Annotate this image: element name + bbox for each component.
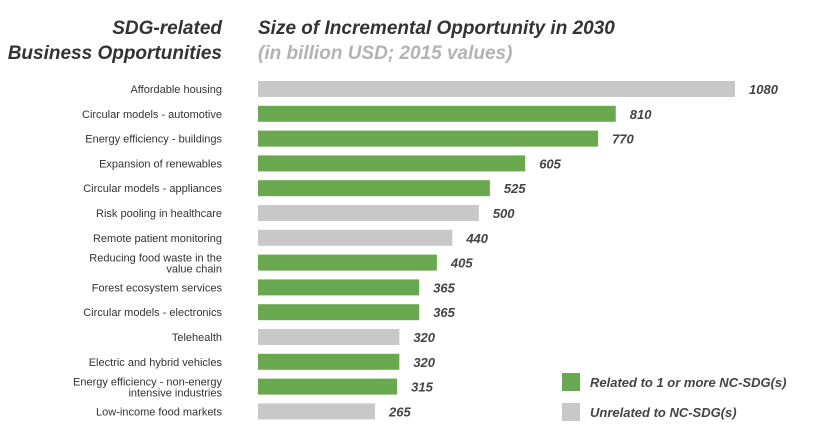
category-label-expansion-of-renewables: Expansion of renewables: [99, 158, 222, 170]
category-label-forest-ecosystem-services: Forest ecosystem services: [92, 282, 223, 294]
value-label-electric-and-hybrid-vehicles: 320: [413, 355, 435, 370]
legend-swatch-unrelated: [562, 403, 580, 421]
value-label-low-income-food-markets: 265: [388, 404, 411, 419]
category-label-circular-models-appliances: Circular models - appliances: [83, 183, 222, 195]
chart-subtitle: (in billion USD; 2015 values): [258, 43, 513, 64]
value-label-energy-efficiency-buildings: 770: [612, 132, 634, 147]
legend-swatch-related: [562, 373, 580, 391]
category-label-circular-models-automotive: Circular models - automotive: [82, 109, 222, 121]
value-label-risk-pooling-in-healthcare: 500: [493, 206, 515, 221]
left-panel-title: SDG-related Business Opportunities: [8, 16, 222, 66]
bar-low-income-food-markets: [258, 403, 376, 420]
category-label-affordable-housing: Affordable housing: [130, 84, 222, 96]
bar-energy-efficiency-buildings: [258, 130, 599, 147]
category-label-line: value chain: [166, 264, 222, 276]
category-label-reducing-food-waste-in-the-value-chain: Reducing food waste in the value chain: [89, 253, 222, 276]
category-label-electric-and-hybrid-vehicles: Electric and hybrid vehicles: [89, 357, 223, 369]
chart-legend: Related to 1 or more NC-SDG(s) Unrelated…: [562, 372, 786, 432]
legend-item-related: Related to 1 or more NC-SDG(s): [562, 372, 786, 392]
bar-forest-ecosystem-services: [258, 279, 420, 296]
category-label-energy-efficiency-non-energy-intensive-industries: Energy efficiency - non-energy intensive …: [73, 377, 222, 400]
value-label-reducing-food-waste-in-the-value-chain: 405: [450, 256, 473, 271]
left-title-line-1: SDG-related: [112, 18, 222, 39]
legend-label-related: Related to 1 or more NC-SDG(s): [590, 374, 787, 390]
category-label-line: intensive industries: [128, 388, 222, 400]
value-label-remote-patient-monitoring: 440: [465, 231, 488, 246]
value-label-circular-models-automotive: 810: [630, 107, 652, 122]
bar-affordable-housing: [258, 81, 735, 97]
bar-circular-models-automotive: [258, 105, 616, 122]
category-label-risk-pooling-in-healthcare: Risk pooling in healthcare: [96, 208, 222, 220]
bar-expansion-of-renewables: [258, 155, 526, 172]
category-label-line: Energy efficiency - non-energy: [73, 377, 222, 389]
category-label-remote-patient-monitoring: Remote patient monitoring: [93, 233, 222, 245]
bar-remote-patient-monitoring: [258, 229, 453, 246]
value-label-expansion-of-renewables: 605: [539, 156, 561, 171]
legend-label-unrelated: Unrelated to NC-SDG(s): [590, 404, 737, 420]
value-label-circular-models-electronics: 365: [433, 305, 455, 320]
value-label-circular-models-appliances: 525: [504, 181, 526, 196]
bar-reducing-food-waste-in-the-value-chain: [258, 254, 437, 271]
bar-circular-models-appliances: [258, 180, 490, 197]
value-label-telehealth: 320: [413, 330, 435, 345]
category-label-line: Reducing food waste in the: [89, 253, 222, 265]
value-label-energy-efficiency-non-energy-intensive-industries: 315: [411, 380, 433, 395]
bar-risk-pooling-in-healthcare: [258, 205, 479, 221]
chart-title: Size of Incremental Opportunity in 2030: [258, 18, 615, 39]
value-label-forest-ecosystem-services: 365: [433, 280, 455, 295]
value-label-affordable-housing: 1080: [749, 82, 779, 97]
legend-item-unrelated: Unrelated to NC-SDG(s): [562, 402, 786, 422]
bar-telehealth: [258, 329, 400, 345]
category-label-telehealth: Telehealth: [172, 332, 222, 344]
bar-electric-and-hybrid-vehicles: [258, 353, 400, 370]
bar-energy-efficiency-non-energy-intensive-industries: [258, 378, 398, 395]
category-label-energy-efficiency-buildings: Energy efficiency - buildings: [85, 134, 222, 146]
left-title-line-2: Business Opportunities: [7, 43, 222, 64]
chart-header: Size of Incremental Opportunity in 2030 …: [258, 16, 615, 66]
category-label-circular-models-electronics: Circular models - electronics: [83, 307, 222, 319]
category-label-low-income-food-markets: Low-income food markets: [96, 406, 222, 418]
bar-circular-models-electronics: [258, 304, 420, 321]
